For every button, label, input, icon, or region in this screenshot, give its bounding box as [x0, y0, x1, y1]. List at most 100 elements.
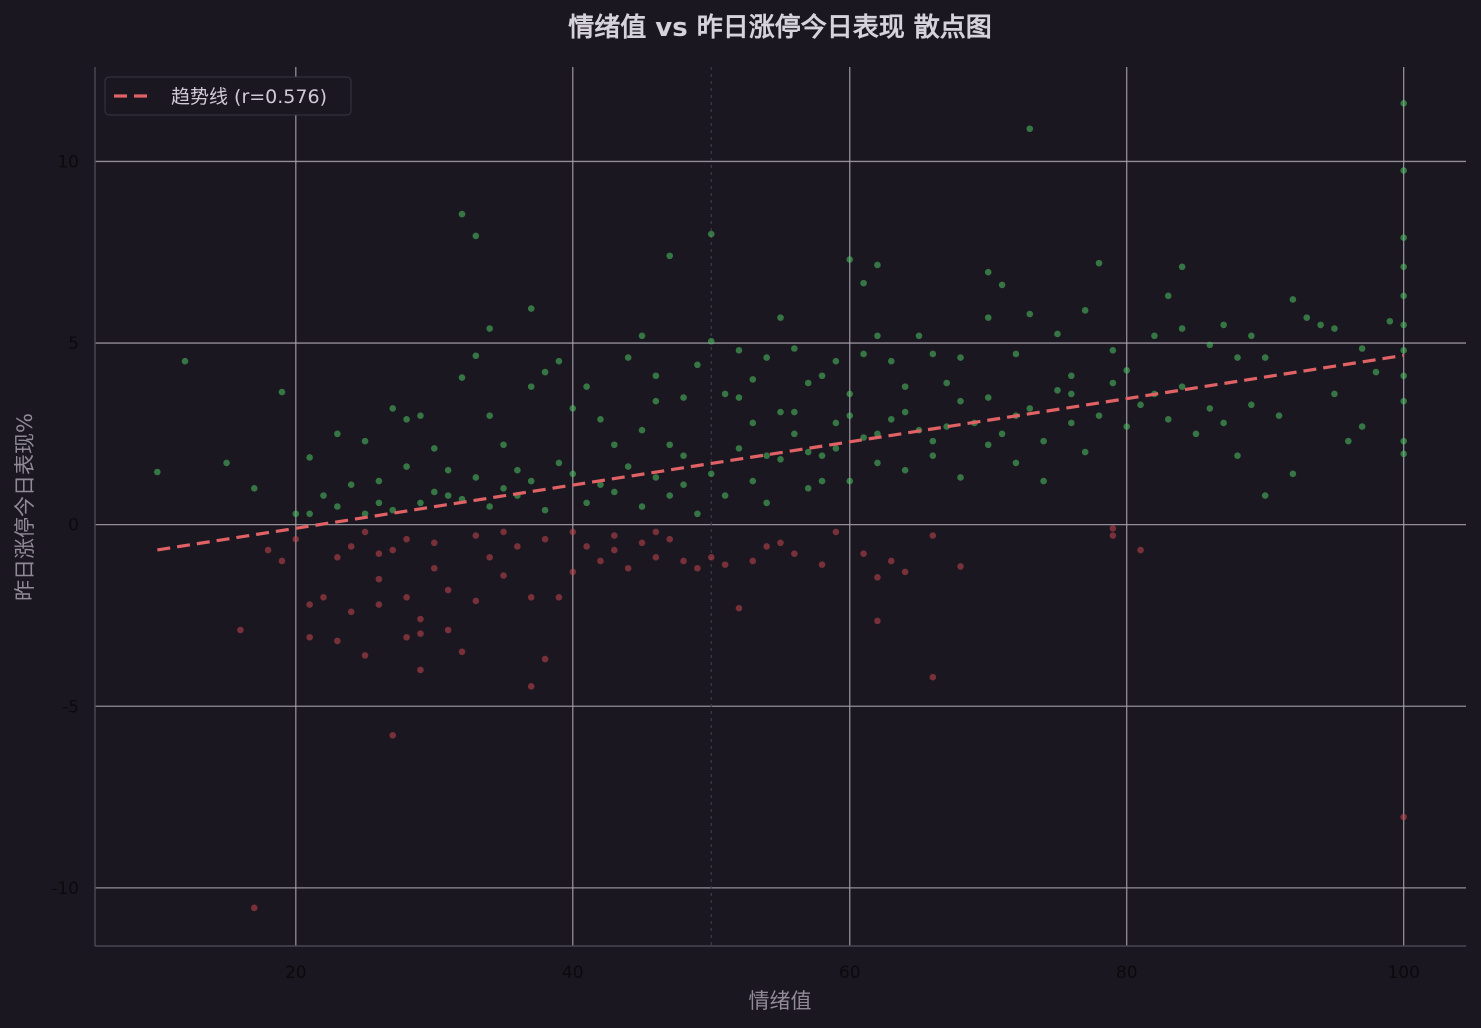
scatter-point-positive	[486, 503, 493, 510]
scatter-point-positive	[1012, 350, 1020, 358]
scatter-point-positive	[1400, 450, 1407, 458]
scatter-point-positive	[1400, 263, 1407, 271]
scatter-point-positive	[652, 397, 660, 405]
scatter-point-positive	[984, 268, 992, 276]
scatter-point-negative	[887, 557, 895, 565]
x-axis-label: 情绪值	[749, 989, 812, 1013]
scatter-point-positive	[1234, 354, 1241, 361]
scatter-point-negative	[707, 554, 715, 561]
scatter-point-positive	[929, 437, 937, 445]
scatter-point-positive	[472, 232, 480, 240]
scatter-point-positive	[624, 354, 632, 361]
scatter-point-negative	[929, 532, 937, 539]
scatter-point-positive	[998, 430, 1006, 438]
scatter-point-positive	[1358, 345, 1366, 352]
scatter-point-positive	[874, 430, 881, 438]
scatter-point-negative	[278, 557, 286, 565]
scatter-point-positive	[707, 230, 715, 238]
grid-lines	[95, 67, 1466, 946]
scatter-point-positive	[1344, 437, 1352, 445]
scatter-point-positive	[1248, 332, 1255, 340]
scatter-point-positive	[666, 492, 674, 499]
scatter-point-positive	[1178, 383, 1186, 390]
scatter-point-negative	[500, 572, 507, 579]
scatter-point-positive	[763, 452, 770, 459]
scatter-point-positive	[1400, 234, 1407, 242]
scatter-point-positive	[250, 485, 258, 492]
y-tick-label: 10	[57, 152, 79, 172]
scatter-point-positive	[1081, 448, 1089, 456]
scatter-point-positive	[1026, 125, 1034, 133]
scatter-point-positive	[666, 441, 674, 449]
scatter-point-negative	[444, 586, 452, 594]
scatter-point-negative	[250, 904, 258, 912]
scatter-point-positive	[541, 506, 549, 514]
scatter-point-positive	[804, 485, 812, 492]
scatter-point-positive	[417, 499, 424, 507]
scatter-point-positive	[680, 481, 687, 489]
scatter-point-positive	[444, 466, 452, 474]
scatter-point-negative	[874, 574, 881, 581]
y-tick-labels: 10 5 0 -5 -10	[51, 152, 79, 898]
scatter-point-positive	[1220, 419, 1227, 427]
scatter-point-positive	[763, 499, 770, 507]
scatter-point-positive	[846, 477, 854, 485]
scatter-point-positive	[1026, 310, 1034, 318]
scatter-point-positive	[832, 445, 840, 452]
scatter-point-positive	[555, 459, 563, 467]
scatter-point-negative	[334, 637, 341, 645]
scatter-point-positive	[777, 455, 784, 463]
scatter-point-positive	[1068, 419, 1075, 427]
scatter-point-positive	[1040, 437, 1047, 445]
scatter-point-negative	[375, 550, 383, 558]
scatter-point-positive	[472, 474, 480, 481]
scatter-point-positive	[1248, 401, 1255, 409]
scatter-point-negative	[458, 648, 466, 656]
scatter-point-negative	[472, 597, 480, 605]
x-tick-label: 60	[839, 963, 861, 983]
scatter-point-negative	[403, 594, 410, 601]
scatter-point-positive	[957, 397, 964, 405]
scatter-point-positive	[1026, 405, 1034, 412]
scatter-point-positive	[887, 357, 895, 365]
scatter-point-positive	[929, 350, 937, 358]
scatter-point-positive	[527, 383, 535, 390]
scatter-point-positive	[804, 379, 812, 387]
scatter-point-negative	[901, 568, 909, 576]
scatter-point-negative	[818, 561, 826, 568]
scatter-point-positive	[1095, 259, 1103, 267]
scatter-point-positive	[361, 437, 369, 445]
scatter-point-positive	[223, 459, 230, 467]
scatter-point-positive	[721, 390, 729, 398]
scatter-point-positive	[652, 474, 660, 481]
scatter-point-negative	[680, 557, 687, 565]
scatter-point-negative	[237, 626, 244, 634]
scatter-point-negative	[777, 539, 784, 547]
scatter-point-negative	[403, 633, 410, 641]
scatter-point-positive	[957, 474, 964, 481]
scatter-point-positive	[583, 383, 590, 390]
scatter-point-positive	[943, 379, 950, 387]
scatter-point-positive	[874, 332, 881, 340]
scatter-point-negative	[1109, 524, 1117, 532]
y-tick-label: 0	[68, 516, 79, 536]
scatter-point-positive	[1192, 430, 1200, 438]
scatter-point-positive	[1012, 459, 1020, 467]
scatter-point-negative	[430, 564, 438, 572]
y-tick-label: 5	[68, 334, 79, 354]
scatter-point-negative	[292, 535, 300, 543]
scatter-point-positive	[957, 354, 964, 361]
scatter-point-positive	[403, 463, 410, 470]
scatter-point-negative	[1109, 532, 1117, 539]
scatter-point-positive	[306, 510, 313, 518]
scatter-point-positive	[486, 412, 493, 419]
scatter-point-positive	[846, 412, 854, 419]
scatter-point-positive	[694, 510, 701, 518]
scatter-point-positive	[832, 419, 840, 427]
scatter-point-positive	[763, 354, 770, 361]
scatter-point-negative	[500, 528, 507, 536]
scatter-point-negative	[624, 564, 632, 572]
y-tick-label: -10	[51, 879, 79, 899]
scatter-point-negative	[347, 608, 355, 616]
scatter-point-positive	[181, 357, 189, 365]
